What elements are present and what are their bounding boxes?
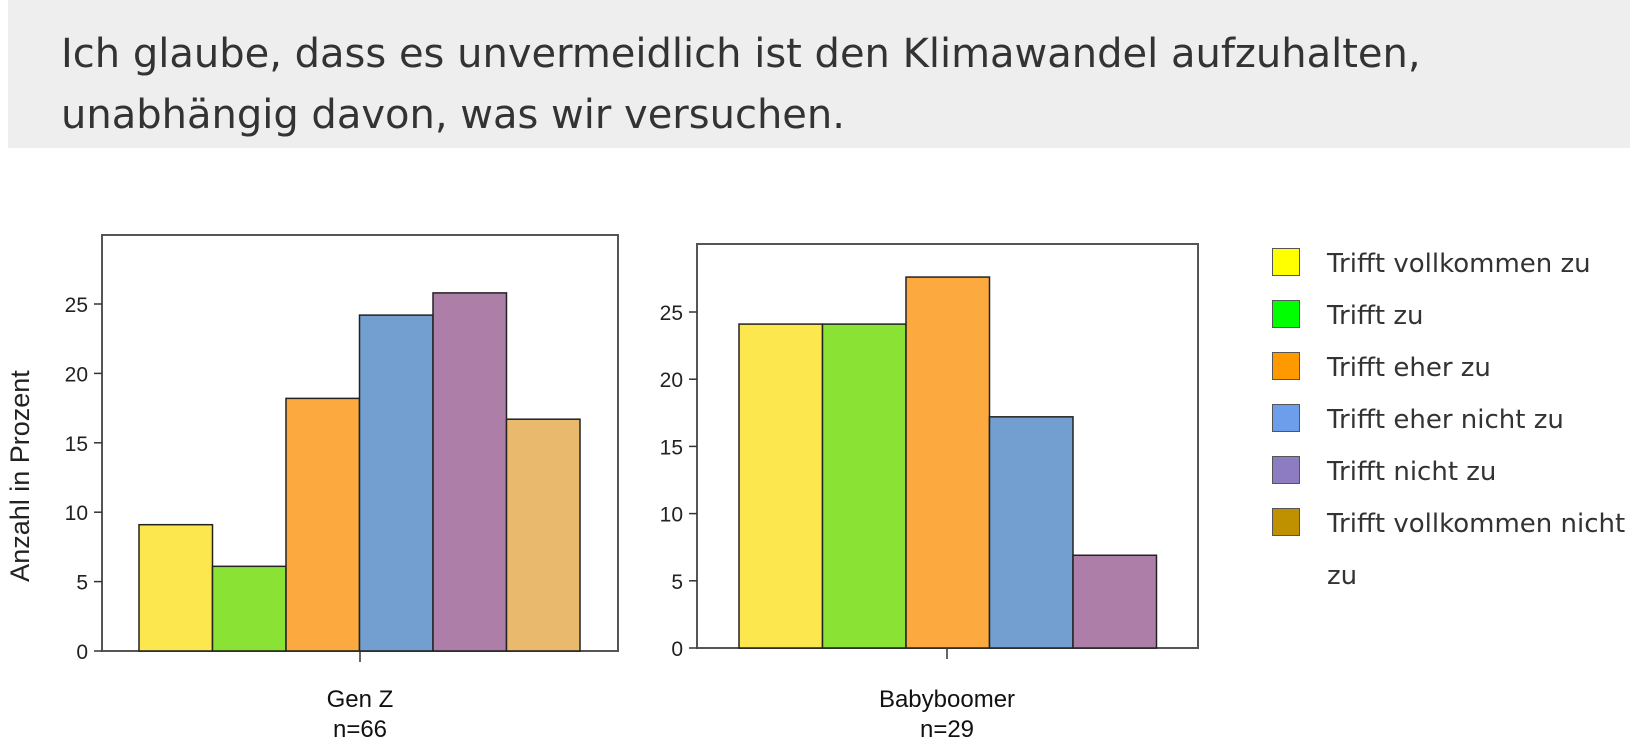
y-tick-label: 15 bbox=[660, 436, 683, 459]
question-line-1: Ich glaube, dass es unvermeidlich ist de… bbox=[61, 31, 1421, 77]
legend-item: Trifft nicht zu bbox=[1270, 438, 1630, 490]
legend-swatch bbox=[1272, 352, 1300, 380]
legend-item: Trifft vollkommen zu bbox=[1270, 230, 1630, 282]
y-tick-label: 10 bbox=[660, 504, 683, 527]
y-tick-label: 5 bbox=[671, 571, 683, 594]
legend-label: Trifft vollkommen nicht zu bbox=[1327, 509, 1626, 591]
y-tick-label: 5 bbox=[76, 572, 88, 595]
bar bbox=[211, 565, 287, 652]
legend-label: Trifft vollkommen zu bbox=[1327, 249, 1591, 279]
bar bbox=[505, 418, 581, 652]
legend-label: Trifft zu bbox=[1327, 301, 1424, 331]
y-tick-label: 25 bbox=[65, 294, 88, 317]
question-box: Ich glaube, dass es unvermeidlich ist de… bbox=[8, 0, 1630, 148]
bar bbox=[821, 323, 907, 649]
x-axis-label: Babyboomer bbox=[879, 686, 1015, 713]
bar bbox=[138, 523, 214, 652]
legend-swatch bbox=[1272, 300, 1300, 328]
y-tick-label: 10 bbox=[65, 502, 88, 525]
y-tick-label: 0 bbox=[671, 638, 683, 661]
y-tick-label: 20 bbox=[660, 369, 683, 392]
bar bbox=[905, 276, 991, 649]
y-tick-label: 0 bbox=[76, 641, 88, 664]
bar bbox=[432, 292, 508, 652]
legend-swatch bbox=[1272, 456, 1300, 484]
bar bbox=[358, 314, 434, 652]
bar bbox=[988, 416, 1074, 649]
legend: Trifft vollkommen zu Trifft zu Trifft eh… bbox=[1270, 230, 1630, 591]
legend-label: Trifft eher zu bbox=[1327, 353, 1491, 383]
legend-item: Trifft vollkommen nicht zu bbox=[1270, 490, 1630, 591]
legend-swatch bbox=[1272, 404, 1300, 432]
legend-label: Trifft nicht zu bbox=[1327, 457, 1497, 487]
bar bbox=[1072, 554, 1158, 649]
y-tick-label: 15 bbox=[65, 433, 88, 456]
legend-swatch bbox=[1272, 248, 1300, 276]
sample-size-label: n=66 bbox=[333, 716, 387, 743]
x-axis-label: Gen Z bbox=[327, 686, 394, 713]
legend-item: Trifft eher zu bbox=[1270, 334, 1630, 386]
legend-item: Trifft eher nicht zu bbox=[1270, 386, 1630, 438]
legend-swatch bbox=[1272, 508, 1300, 536]
sample-size-label: n=29 bbox=[920, 716, 974, 743]
bar-chart-1: 0 5 10 15 20 25 Gen Z n=66 Anzahl in Prozent bbox=[5, 234, 619, 743]
legend-label: Trifft eher nicht zu bbox=[1327, 405, 1564, 435]
bar-chart-2: 0 5 10 15 20 25 Babyboomer n=29 bbox=[660, 243, 1199, 743]
bar bbox=[285, 397, 361, 652]
legend-item: Trifft zu bbox=[1270, 282, 1630, 334]
question-line-2: unabhängig davon, was wir versuchen. bbox=[61, 92, 845, 138]
question-text: Ich glaube, dass es unvermeidlich ist de… bbox=[61, 24, 1561, 146]
y-tick-label: 20 bbox=[65, 363, 88, 386]
y-tick-label: 25 bbox=[660, 302, 683, 325]
y-axis-label: Anzahl in Prozent bbox=[5, 370, 35, 582]
bar bbox=[738, 323, 824, 649]
